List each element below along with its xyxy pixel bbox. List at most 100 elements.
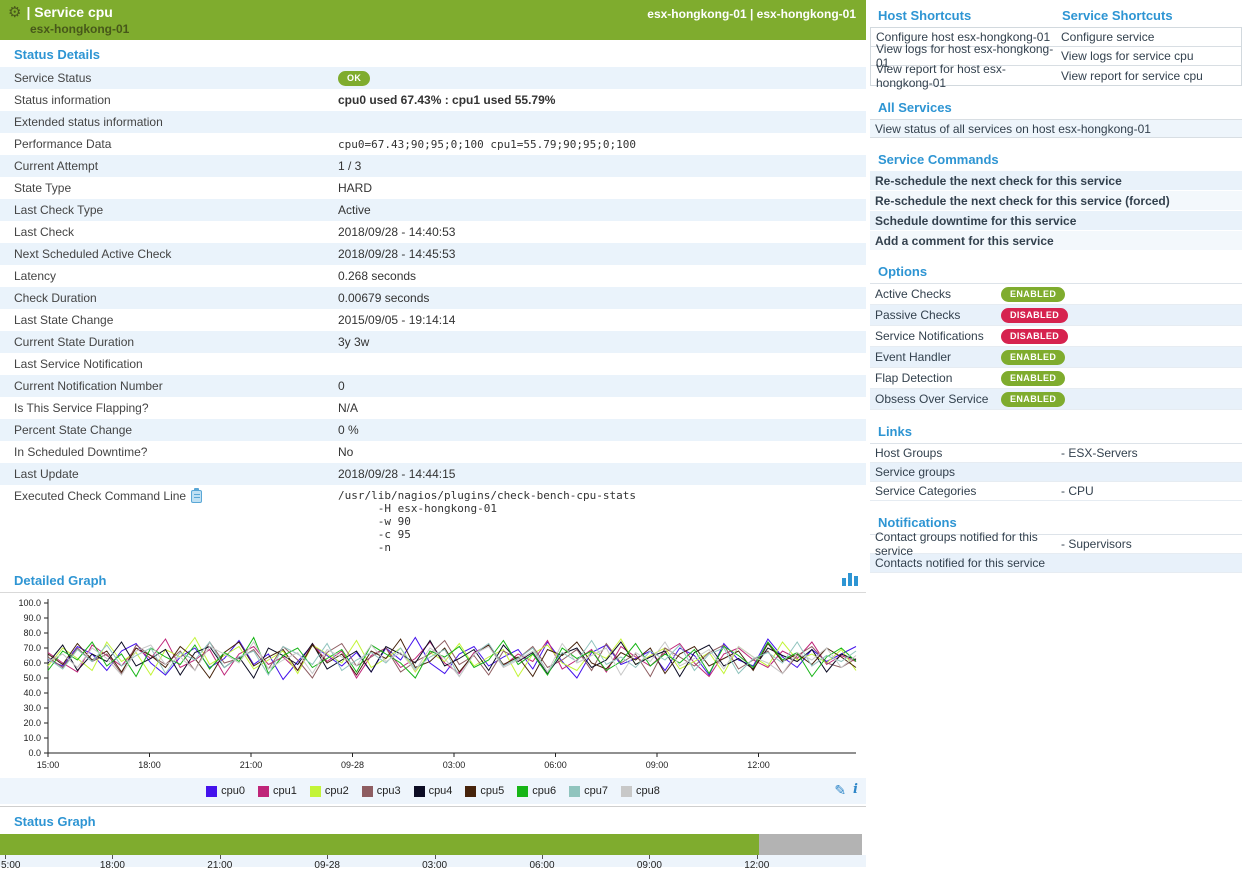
svg-text:90.0: 90.0 xyxy=(23,613,41,623)
right-panel: Host Shortcuts Service Shortcuts Configu… xyxy=(870,0,1242,867)
svg-text:30.0: 30.0 xyxy=(23,703,41,713)
status-row: Executed Check Command Line/usr/lib/nagi… xyxy=(0,485,866,566)
detailed-graph-header: Detailed Graph xyxy=(0,566,866,593)
svg-text:09:00: 09:00 xyxy=(646,760,669,770)
service-shortcut-link[interactable]: View logs for service cpu xyxy=(1061,49,1194,63)
status-row-label: Last Check Type xyxy=(14,203,338,217)
legend-swatch-cpu2 xyxy=(309,785,321,797)
status-row: Last Check Type Active xyxy=(0,199,866,221)
status-row-value: 2018/09/28 - 14:45:53 xyxy=(338,247,456,261)
legend-swatch-cpu7 xyxy=(569,785,581,797)
status-row-label: In Scheduled Downtime? xyxy=(14,445,338,459)
edit-pencil-icon[interactable]: ✎ xyxy=(834,782,847,798)
status-row-value: 0.00679 seconds xyxy=(338,291,430,305)
service-commands-list: Re-schedule the next check for this serv… xyxy=(870,171,1242,250)
status-row-label: Next Scheduled Active Check xyxy=(14,247,338,261)
status-tick-mark xyxy=(112,855,114,859)
status-row-label-text: Current State Duration xyxy=(14,335,135,349)
service-command-link[interactable]: Re-schedule the next check for this serv… xyxy=(870,191,1242,210)
status-row-label: Status information xyxy=(14,93,338,107)
detailed-graph-heading: Detailed Graph xyxy=(14,573,107,588)
link-row-value[interactable]: - CPU xyxy=(1061,484,1094,498)
notification-row: Contacts notified for this service xyxy=(870,554,1242,573)
status-graph-bar xyxy=(0,834,862,855)
status-row-label-text: Performance Data xyxy=(14,137,112,151)
all-services-link[interactable]: View status of all services on host esx-… xyxy=(870,119,1242,138)
notifications-list: Contact groups notified for this service… xyxy=(870,530,1242,573)
legend-item-cpu5: cpu5 xyxy=(465,785,504,797)
legend-label: cpu1 xyxy=(272,785,297,797)
detailed-graph-svg: 100.0 90.0 80.0 70.0 60.0 50.0 40.0 30.0 20.0 10.… xyxy=(18,598,857,770)
service-shortcut-link[interactable]: View report for service cpu xyxy=(1061,68,1203,83)
svg-text:15:00: 15:00 xyxy=(37,760,60,770)
gear-icon[interactable]: ⚙ xyxy=(8,3,22,21)
service-shortcut-link[interactable]: Configure service xyxy=(1061,30,1155,44)
option-state-badge[interactable]: ENABLED xyxy=(1001,370,1066,386)
svg-text:70.0: 70.0 xyxy=(23,643,41,653)
option-state-badge[interactable]: ENABLED xyxy=(1001,391,1066,407)
option-row: Flap Detection ENABLED xyxy=(870,368,1242,389)
status-tick-label: 18:00 xyxy=(99,860,125,871)
option-state-badge[interactable]: DISABLED xyxy=(1001,307,1069,323)
copy-icon[interactable] xyxy=(191,487,203,503)
host-subtitle[interactable]: esx-hongkong-01 xyxy=(30,22,130,36)
status-tick-label: 09-28 xyxy=(314,860,340,871)
status-row-label: Percent State Change xyxy=(14,423,338,437)
command-line-text: /usr/lib/nagios/plugins/check-bench-cpu-… xyxy=(338,489,637,554)
legend-item-cpu4: cpu4 xyxy=(413,785,452,797)
status-row-label: Check Duration xyxy=(14,291,338,305)
status-row-value: 2018/09/28 - 14:44:15 xyxy=(338,467,456,481)
svg-text:80.0: 80.0 xyxy=(23,628,41,638)
notification-row-label: Contact groups notified for this service xyxy=(875,530,1038,558)
link-row-label: Service groups xyxy=(875,465,956,479)
option-state-badge[interactable]: ENABLED xyxy=(1001,349,1066,365)
host-shortcut-link[interactable]: Configure host esx-hongkong-01 xyxy=(876,30,1051,44)
service-shortcuts-heading: Service Shortcuts xyxy=(1062,8,1173,23)
service-command-link[interactable]: Add a comment for this service xyxy=(870,231,1242,250)
status-graph-heading: Status Graph xyxy=(14,814,96,829)
status-row: Last Check 2018/09/28 - 14:40:53 xyxy=(0,221,866,243)
status-row-label-text: In Scheduled Downtime? xyxy=(14,445,148,459)
options-heading: Options xyxy=(878,264,928,279)
svg-text:18:00: 18:00 xyxy=(138,760,161,770)
legend-item-cpu1: cpu1 xyxy=(257,785,297,797)
service-command-link[interactable]: Schedule downtime for this service xyxy=(870,211,1242,230)
bar-chart-icon[interactable] xyxy=(842,572,858,586)
status-row-label-text: State Type xyxy=(14,181,72,195)
link-row: Service Categories - CPU xyxy=(870,482,1242,501)
link-row-value[interactable]: - ESX-Servers xyxy=(1061,446,1138,460)
legend-swatch-cpu4 xyxy=(413,785,425,797)
breadcrumb[interactable]: esx-hongkong-01 | esx-hongkong-01 xyxy=(647,7,856,21)
legend-swatch-cpu1 xyxy=(257,785,269,797)
svg-text:06:00: 06:00 xyxy=(544,760,567,770)
status-badge: OK xyxy=(338,70,371,86)
status-row: Is This Service Flapping? N/A xyxy=(0,397,866,419)
svg-text:60.0: 60.0 xyxy=(23,658,41,668)
status-row: State Type HARD xyxy=(0,177,866,199)
status-tick-mark xyxy=(756,855,758,859)
status-tick-label: 03:00 xyxy=(422,860,448,871)
status-graph-section: Status Graph xyxy=(0,806,866,855)
legend-item-cpu0: cpu0 xyxy=(206,785,245,797)
info-icon[interactable]: i xyxy=(853,782,858,797)
status-row: Check Duration 0.00679 seconds xyxy=(0,287,866,309)
svg-text:0.0: 0.0 xyxy=(28,748,41,758)
host-shortcut-link[interactable]: View logs for host esx-hongkong-01 xyxy=(876,42,1054,70)
host-shortcut-link[interactable]: View report for host esx-hongkong-01 xyxy=(876,61,1006,90)
status-tick-label: 5:00 xyxy=(1,860,21,871)
option-state-badge[interactable]: ENABLED xyxy=(1001,286,1066,302)
status-row: Last Service Notification xyxy=(0,353,866,375)
option-label: Flap Detection xyxy=(875,371,953,385)
status-row-label: Last State Change xyxy=(14,313,338,327)
notification-row-value[interactable]: - Supervisors xyxy=(1061,537,1132,551)
legend-swatch-cpu6 xyxy=(517,785,529,797)
status-row: In Scheduled Downtime? No xyxy=(0,441,866,463)
status-row-label: Last Check xyxy=(14,225,338,239)
status-row: Last State Change 2015/09/05 - 19:14:14 xyxy=(0,309,866,331)
legend-swatch-cpu5 xyxy=(465,785,477,797)
status-row: Latency 0.268 seconds xyxy=(0,265,866,287)
option-state-badge[interactable]: DISABLED xyxy=(1001,328,1069,344)
svg-text:03:00: 03:00 xyxy=(443,760,466,770)
service-command-link[interactable]: Re-schedule the next check for this serv… xyxy=(870,171,1242,190)
status-segment-ok xyxy=(0,834,759,855)
